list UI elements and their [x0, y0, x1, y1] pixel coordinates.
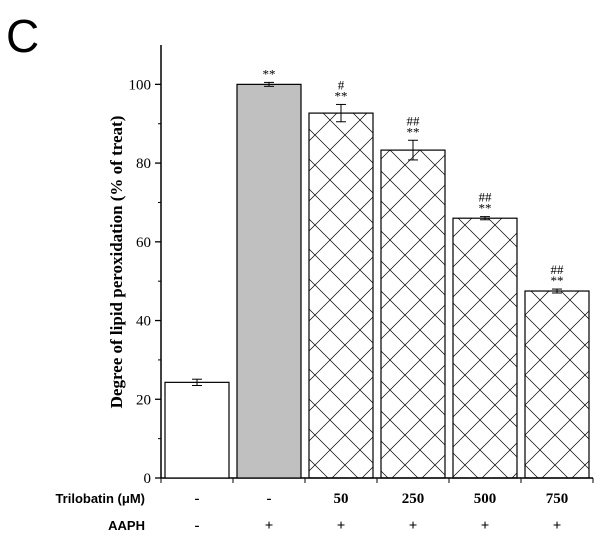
axes: 0 20 40 60 80 100: [129, 45, 594, 487]
bar: [236, 83, 302, 479]
significance-mark: ##: [479, 190, 493, 205]
bar: [380, 149, 446, 479]
y-tick-label: 0: [144, 471, 152, 487]
significance-mark: **: [335, 88, 348, 103]
y-tick-label: 100: [129, 77, 152, 93]
condition-name: AAPH: [108, 518, 145, 533]
y-tick-label: 20: [136, 392, 151, 408]
y-tick-label: 80: [136, 156, 151, 172]
bar: [164, 381, 230, 479]
bars: [164, 81, 590, 479]
bar: [308, 112, 374, 479]
significance-mark: ##: [407, 113, 421, 128]
condition-value: +: [265, 518, 274, 534]
condition-value: +: [481, 518, 490, 534]
condition-value: 50: [334, 491, 349, 507]
panel-label: C: [6, 10, 39, 62]
condition-value: +: [409, 518, 418, 534]
condition-value: -: [195, 491, 200, 507]
significance-mark: **: [263, 66, 276, 81]
significance-mark: **: [479, 201, 492, 216]
y-tick-label: 40: [136, 314, 151, 330]
significance-mark: **: [407, 124, 420, 139]
condition-name: Trilobatin (μM): [55, 491, 145, 506]
bar: [452, 217, 518, 479]
condition-value: 250: [402, 491, 425, 507]
significance-mark: ##: [551, 262, 565, 277]
condition-value: -: [195, 518, 200, 534]
condition-value: -: [267, 491, 272, 507]
y-tick-label: 60: [136, 235, 151, 251]
y-axis-label: Degree of lipid peroxidation (% of treat…: [107, 116, 126, 409]
bar: [524, 290, 590, 479]
condition-table: Trilobatin (μM) - - 50 250 500 750 AAPH - + + + + +: [55, 491, 568, 534]
condition-value: +: [553, 518, 562, 534]
significance-mark: **: [551, 273, 564, 288]
significance-mark: #: [338, 77, 345, 92]
significance-annotations: **#**##**##**##**: [263, 66, 565, 288]
condition-value: 750: [546, 491, 569, 507]
condition-value: 500: [474, 491, 497, 507]
condition-value: +: [337, 518, 346, 534]
